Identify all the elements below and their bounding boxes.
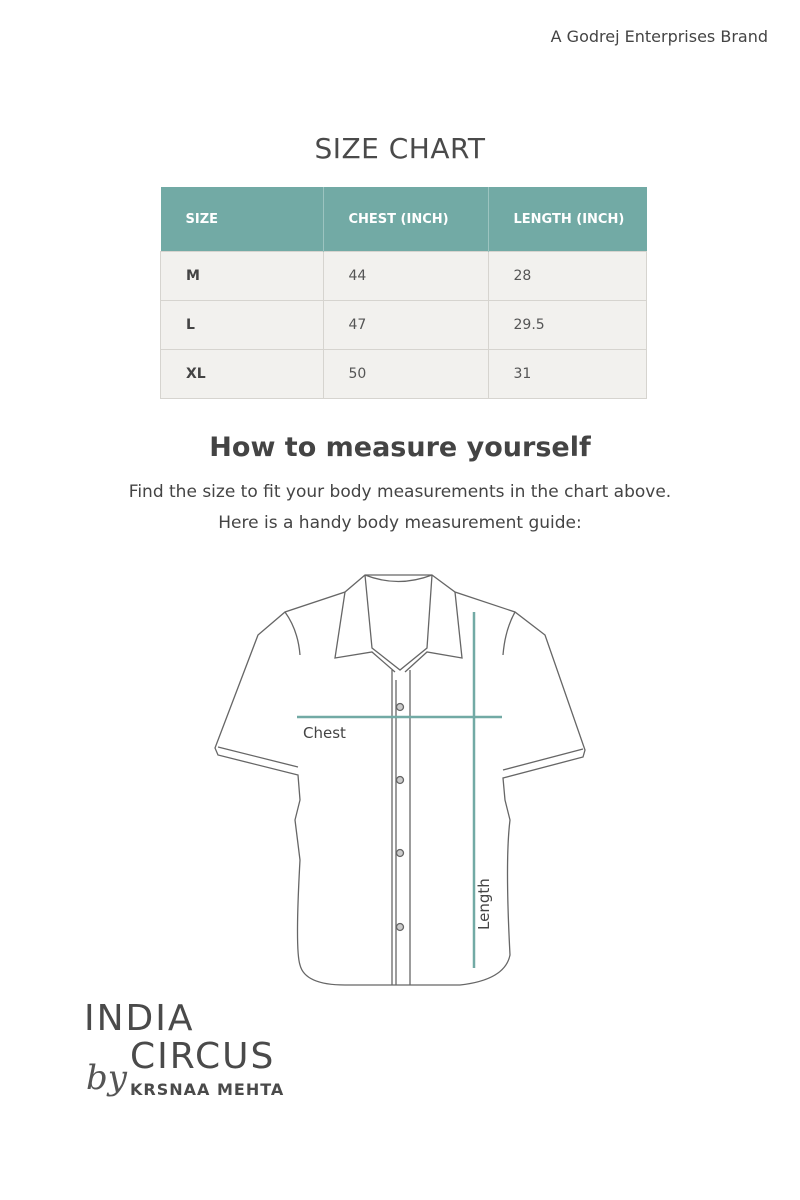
- logo-line-1: INDIA: [84, 998, 195, 1039]
- cell-chest: 50: [322, 349, 489, 399]
- brand-tagline: A Godrej Enterprises Brand: [550, 27, 768, 46]
- guide-heading: How to measure yourself: [209, 432, 591, 463]
- logo-line-3: KRSNAA MEHTA: [130, 1080, 285, 1099]
- cell-length: 29.5: [487, 300, 647, 350]
- shirt-buttons: [395, 702, 405, 932]
- cell-length: 28: [487, 251, 647, 301]
- size-table: SIZE CHEST (INCH) LENGTH (INCH) M 44 28 …: [160, 187, 647, 399]
- guide-line-1: Find the size to fit your body measureme…: [128, 482, 672, 502]
- button-icon: [395, 775, 405, 785]
- cell-size: L: [160, 300, 324, 350]
- cell-size: XL: [160, 349, 324, 399]
- button-icon: [395, 848, 405, 858]
- table-header-row: SIZE CHEST (INCH) LENGTH (INCH): [160, 187, 647, 252]
- button-icon: [395, 702, 405, 712]
- shirt-outline: [214, 574, 586, 986]
- table-row: L 47 29.5: [160, 300, 647, 350]
- logo-by: by: [86, 1058, 127, 1098]
- header-chest: CHEST (INCH): [323, 187, 489, 252]
- cell-chest: 47: [322, 300, 489, 350]
- cell-length: 31: [487, 349, 647, 399]
- header-size: SIZE: [160, 187, 324, 252]
- cell-chest: 44: [322, 251, 489, 301]
- cell-size: M: [160, 251, 324, 301]
- guide-line-2: Here is a handy body measurement guide:: [218, 513, 582, 533]
- header-length: LENGTH (INCH): [488, 187, 647, 252]
- page-title: SIZE CHART: [314, 132, 486, 165]
- chest-label: Chest: [303, 724, 346, 742]
- button-icon: [395, 922, 405, 932]
- length-label: Length: [475, 878, 493, 930]
- table-row: M 44 28: [160, 251, 647, 301]
- shirt-measurement-diagram: Chest Length: [214, 574, 586, 986]
- logo-line-2: CIRCUS: [130, 1036, 276, 1077]
- india-circus-logo: INDIA CIRCUS by KRSNAA MEHTA: [84, 998, 285, 1100]
- table-row: XL 50 31: [160, 349, 647, 399]
